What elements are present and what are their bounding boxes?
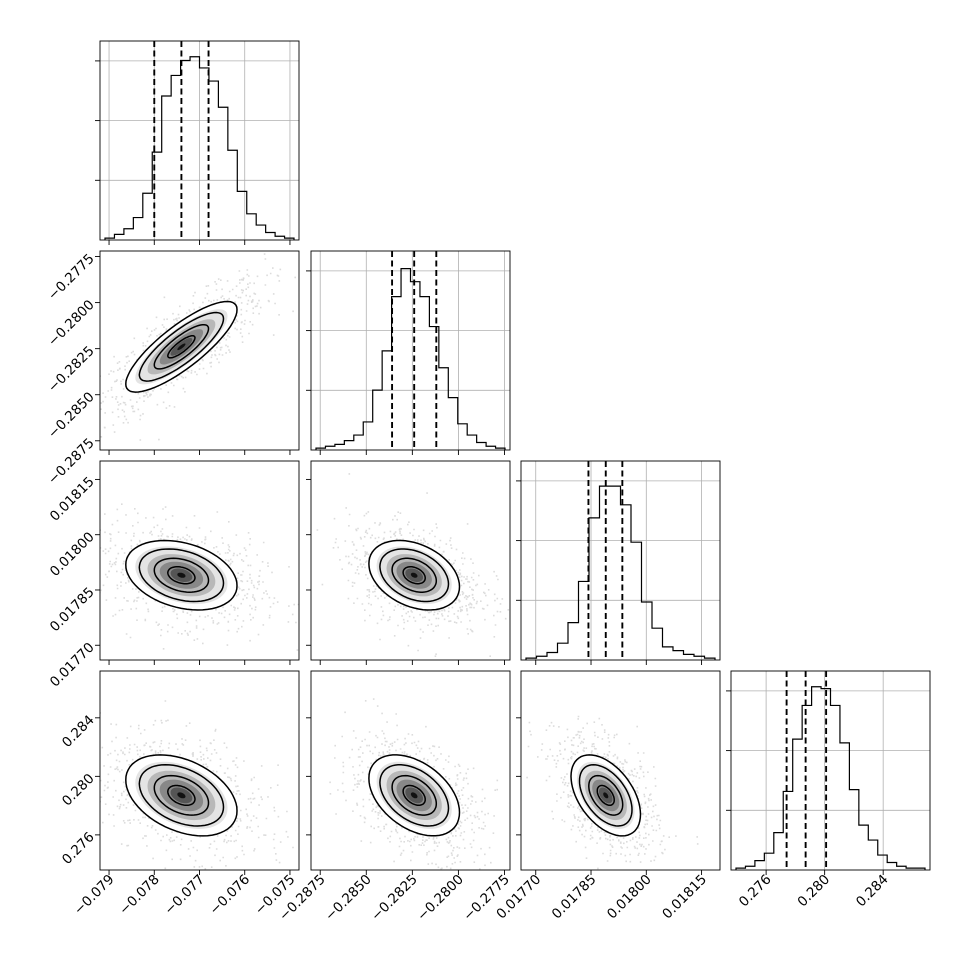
x-tick-label: 0.01800 [604,872,655,923]
contour-line [588,774,624,816]
contour-line [153,557,210,593]
x-tick-label: 0.01785 [549,872,600,923]
scatter-panel-2-0 [95,460,300,665]
x-tick-label: −0.2825 [368,872,421,925]
contour-line [153,323,210,370]
contour-line [596,784,615,807]
scatter-panel-3-2 [516,670,721,875]
x-tick-label: −0.076 [207,872,254,919]
scatter-points [316,473,510,657]
density-core [177,343,186,351]
y-tick-label: −0.2775 [45,251,98,304]
contour-line [402,566,426,585]
y-tick-label: 0.284 [59,712,98,751]
contour-line [138,548,225,603]
contour-line [570,754,642,837]
x-tick-label: −0.077 [161,872,208,919]
y-tick-label: −0.2850 [45,389,98,442]
x-tick-label: −0.2800 [414,872,467,925]
histogram-panel-3 [726,670,931,875]
density-core [603,792,609,799]
y-tick-label: 0.01800 [47,529,98,580]
panel-frame [99,40,300,241]
panel-frame [99,250,300,451]
histogram-steps [735,686,926,870]
panel-frame [730,670,931,871]
histogram-steps [104,56,295,240]
y-tick-label: 0.01785 [47,584,98,635]
panel-frame [310,670,511,871]
panel-frame [520,670,721,871]
density-core [410,792,418,799]
histogram-panel-1 [306,250,511,455]
panel-frame [99,460,300,661]
histogram-panel-2 [516,460,721,665]
y-tick-label: −0.2800 [45,297,98,350]
contour-line [138,311,225,382]
histogram-panel-0 [95,40,300,245]
panel-frame [520,460,721,661]
panel-frame [99,670,300,871]
contour-line [379,548,450,603]
x-tick-label: 0.284 [853,872,892,911]
scatter-panel-1-0 [95,250,300,455]
contour-line [125,539,238,611]
contour-line [153,774,210,816]
x-tick-label: −0.2850 [322,872,375,925]
y-tick-label: −0.2825 [45,343,98,396]
x-tick-label: −0.079 [71,872,118,919]
contour-line [368,539,461,611]
y-tick-label: 0.01770 [47,640,98,691]
contour-line [391,557,438,593]
y-tick-label: 0.280 [59,771,98,810]
x-tick-label: 0.280 [794,872,833,911]
density-core [177,792,186,799]
contour-line [379,764,450,827]
contour-line [125,300,238,393]
histogram-steps [525,485,716,660]
contour-line [391,774,438,816]
contour-line [402,784,426,806]
contour-line [167,566,196,585]
x-tick-label: 0.276 [736,872,775,911]
scatter-panel-3-1 [306,670,511,875]
density-core [177,572,186,578]
contour-line [138,764,225,827]
panel-frame [310,250,511,451]
contour-line [368,754,461,837]
x-tick-label: 0.01815 [659,872,710,923]
contour-line [167,784,196,807]
scatter-panel-2-1 [306,460,511,665]
scatter-panel-3-0 [95,670,300,875]
contour-line [167,335,196,359]
y-tick-label: 0.276 [59,829,98,868]
contour-line [578,764,633,827]
contour-line [125,754,238,837]
panel-frame [310,460,511,661]
density-core [410,572,418,578]
x-tick-label: −0.078 [116,872,163,919]
histogram-steps [315,268,506,450]
